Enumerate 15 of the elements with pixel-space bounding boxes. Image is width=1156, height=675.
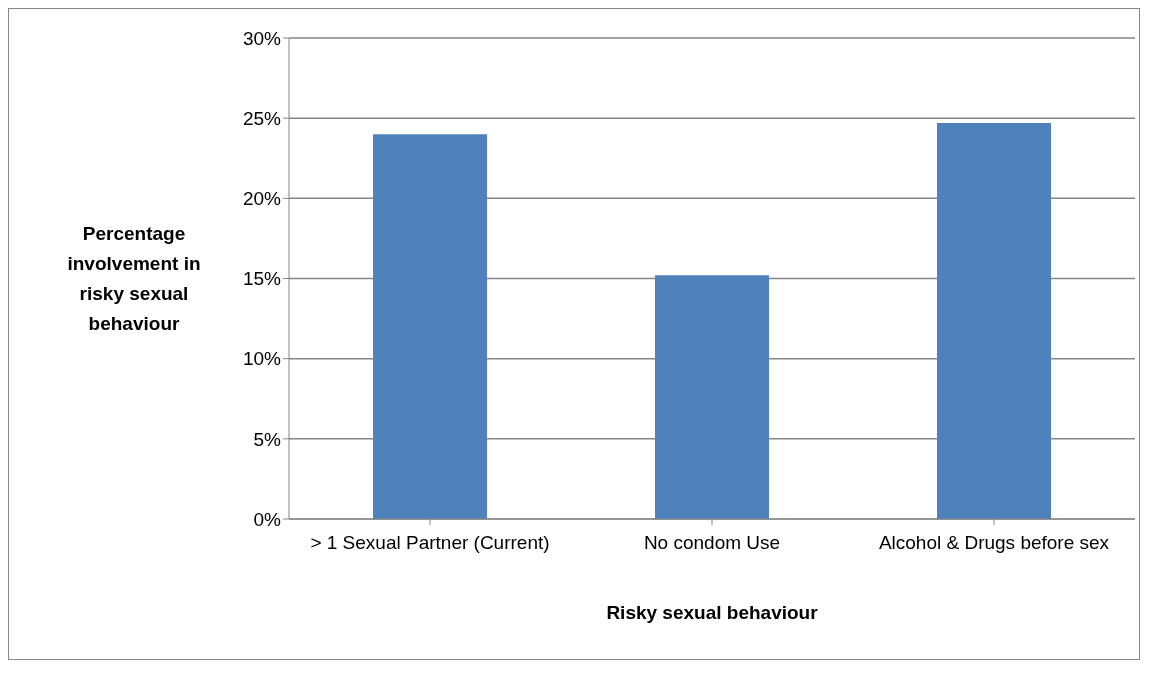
x-tick-label: > 1 Sexual Partner (Current)	[309, 531, 551, 555]
bar	[655, 275, 769, 519]
x-tick-label: No condom Use	[642, 531, 782, 555]
y-tick-label: 5%	[253, 428, 282, 450]
x-axis-title: Risky sexual behaviour	[606, 602, 819, 623]
bar	[937, 122, 1051, 519]
y-tick-label: 0%	[253, 508, 282, 530]
y-tick-label: 15%	[242, 268, 282, 290]
x-tick-label: Alcohol & Drugs before sex	[877, 531, 1111, 555]
y-tick-label: 25%	[242, 107, 282, 129]
y-tick-label: 30%	[242, 27, 282, 49]
y-tick-label: 10%	[242, 348, 282, 370]
y-axis-title: Percentage involvement in risky sexual behaviour	[66, 222, 202, 336]
y-tick-label: 20%	[242, 188, 282, 210]
bar	[373, 134, 487, 519]
